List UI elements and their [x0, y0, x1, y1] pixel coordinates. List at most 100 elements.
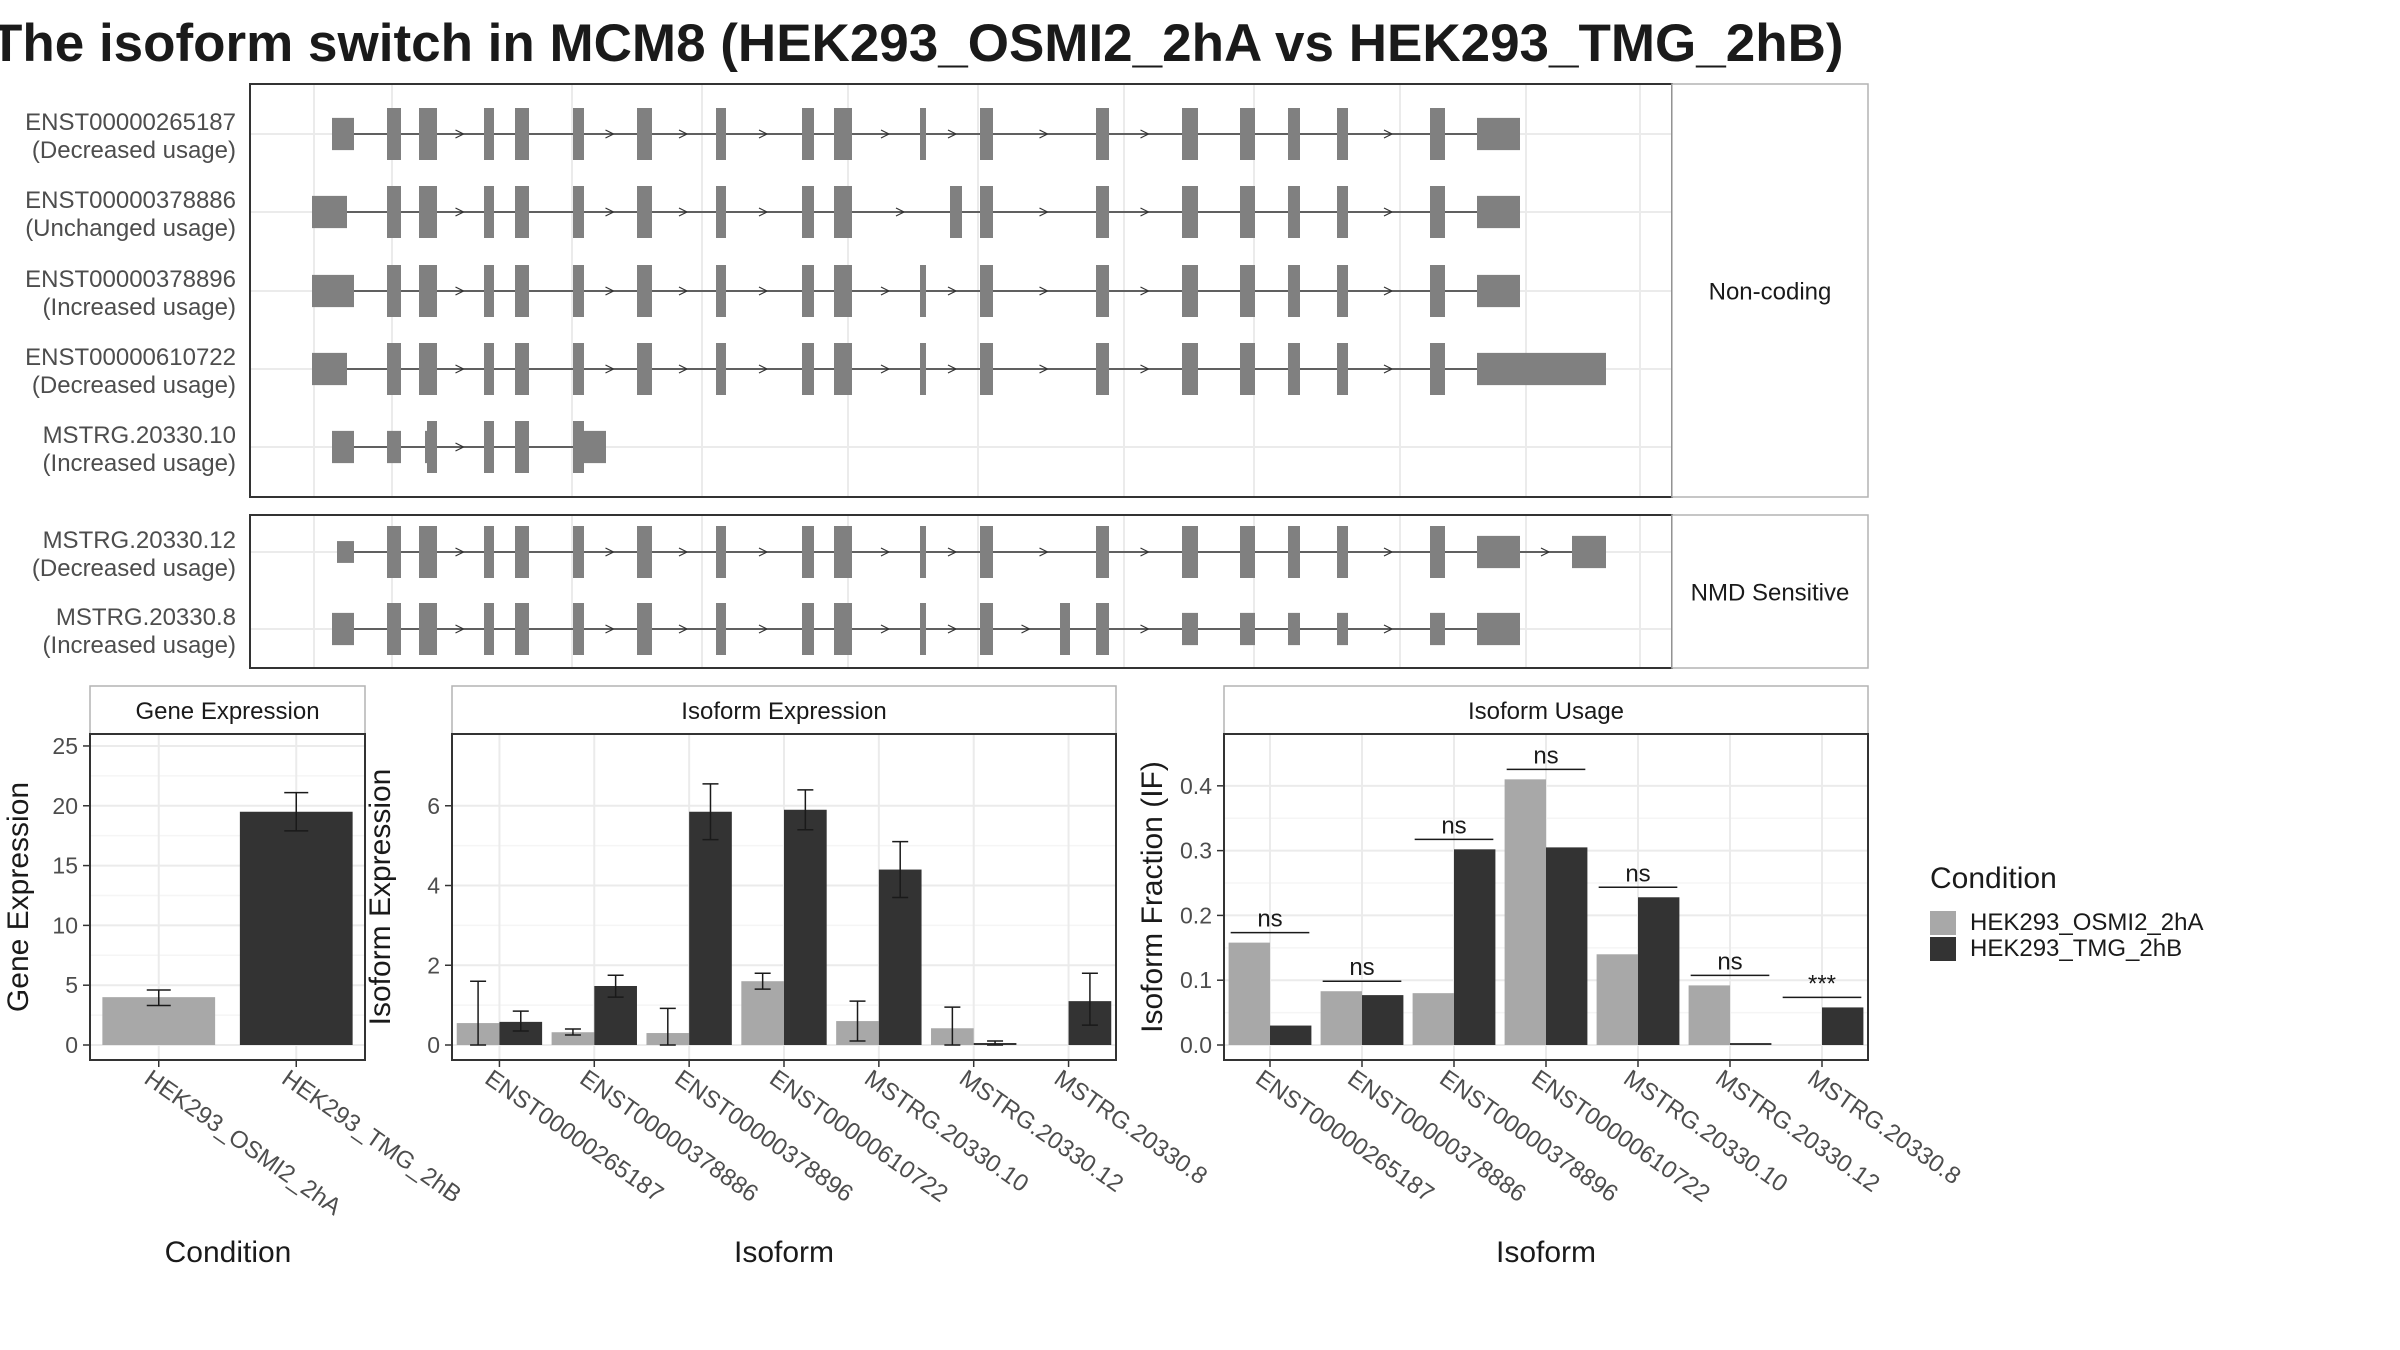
- panel-title: Isoform Expression: [681, 698, 886, 725]
- exon-block: [1240, 186, 1255, 238]
- exon-block: [1337, 612, 1348, 646]
- intron-arrow: [455, 129, 465, 139]
- exon-block: [716, 526, 726, 578]
- exon-block: [387, 526, 401, 578]
- intron-arrow: [455, 442, 465, 452]
- exon-block: [1337, 186, 1348, 238]
- exon-block: [515, 108, 529, 160]
- exon-block: [802, 343, 814, 395]
- intron-arrow: [1140, 207, 1150, 217]
- intron-arrow: [455, 207, 465, 217]
- panel-strip: [451, 685, 1117, 735]
- exon-block: [834, 265, 852, 317]
- exon-block: [1430, 343, 1445, 395]
- exon-block: [515, 421, 529, 473]
- facet-label-non-coding: Non-coding: [1709, 279, 1832, 306]
- exon-block: [1477, 195, 1520, 229]
- intron-arrow: [605, 364, 615, 374]
- bar-osmi2-enst00000378896: [1412, 993, 1454, 1045]
- facet-label-nmdsensitive: NMD Sensitive: [1691, 580, 1850, 607]
- bar-osmi2-enst00000265187: [1228, 942, 1270, 1045]
- exon-block: [920, 265, 926, 317]
- exon-block: [1096, 343, 1109, 395]
- exon-block: [1240, 343, 1255, 395]
- exon-block: [950, 186, 962, 238]
- x-tick-label: ENST00000378886: [575, 1065, 763, 1208]
- intron-arrow: [880, 624, 891, 634]
- legend: Condition HEK293_OSMI2_2hA HEK293_TMG_2h…: [1930, 862, 2203, 962]
- x-tick-label: ENST00000610722: [765, 1065, 953, 1208]
- isoform-id-label: MSTRG.20330.8: [56, 604, 236, 631]
- exon-block: [419, 603, 437, 655]
- bar-osmi2-enst00000378886: [1320, 991, 1362, 1045]
- intron-arrow: [1039, 547, 1049, 557]
- exon-block: [637, 343, 652, 395]
- exon-block: [980, 343, 993, 395]
- intron-arrow: [678, 129, 689, 139]
- y-tick-label: 0: [427, 1032, 440, 1058]
- intron-arrow: [758, 547, 769, 557]
- x-tick-label: MSTRG.20330.8: [1049, 1065, 1212, 1190]
- structure-panel-frame: [249, 514, 1673, 669]
- y-tick-label: 0.4: [1180, 773, 1212, 799]
- exon-block: [1182, 612, 1198, 646]
- exon-block: [1240, 108, 1255, 160]
- x-tick-label: MSTRG.20330.12: [954, 1065, 1128, 1198]
- intron-arrow: [947, 129, 958, 139]
- bar-tmg-enst00000265187: [499, 1021, 543, 1045]
- exon-block: [332, 117, 354, 151]
- exon-block: [980, 603, 993, 655]
- exon-block: [484, 526, 494, 578]
- intron-arrow: [1140, 624, 1150, 634]
- bar-tmg-enst00000610722: [784, 809, 827, 1045]
- exon-block: [419, 526, 437, 578]
- exon-block: [387, 186, 401, 238]
- exon-block: [515, 186, 529, 238]
- x-axis-title: Isoform: [1496, 1236, 1596, 1269]
- exon-block: [1240, 265, 1255, 317]
- exon-block: [1182, 343, 1198, 395]
- exon-block: [387, 603, 401, 655]
- intron-arrow: [605, 207, 615, 217]
- intron-arrow: [1140, 129, 1150, 139]
- isoform-usage-label: (Increased usage): [43, 294, 236, 321]
- exon-block: [920, 603, 926, 655]
- intron-arrow: [1140, 547, 1150, 557]
- significance-label: ns: [1717, 948, 1742, 975]
- intron-arrow: [758, 364, 769, 374]
- panel-title: Gene Expression: [135, 698, 319, 725]
- intron-arrow: [1383, 207, 1394, 217]
- y-axis-title: Gene Expression: [2, 782, 35, 1012]
- exon-block: [637, 186, 652, 238]
- y-tick-label: 6: [427, 793, 440, 819]
- intron-arrow: [678, 286, 689, 296]
- plot-title: The isoform switch in MCM8 (HEK293_OSMI2…: [0, 14, 1844, 73]
- isoform-id-label: MSTRG.20330.12: [43, 527, 236, 554]
- isoform-usage-label: (Decreased usage): [32, 555, 236, 582]
- legend-item-tmg: HEK293_TMG_2hB: [1930, 935, 2203, 962]
- isoform-id-label: ENST00000265187: [25, 109, 236, 136]
- exon-block: [1477, 612, 1520, 646]
- exon-block: [484, 108, 494, 160]
- isoform-id-label: MSTRG.20330.10: [43, 422, 236, 449]
- bar-tmg-enst00000378896: [1454, 849, 1496, 1045]
- exon-block: [1182, 186, 1198, 238]
- bar-tmg-enst00000265187: [1270, 1025, 1312, 1045]
- y-tick-label: 0: [65, 1032, 78, 1058]
- y-tick-label: 15: [52, 853, 78, 879]
- y-tick-label: 10: [52, 912, 78, 938]
- intron-arrow: [1383, 364, 1394, 374]
- isoform-usage-label: (Increased usage): [43, 450, 236, 477]
- x-tick-label: ENST00000265187: [480, 1065, 668, 1208]
- bar-tmg-mstrg.20330.8: [1822, 1007, 1864, 1045]
- exon-block: [716, 265, 726, 317]
- exon-block: [802, 265, 814, 317]
- exon-block: [1430, 265, 1445, 317]
- exon-block: [980, 526, 993, 578]
- bar-tmg-mstrg.20330.10: [1638, 897, 1680, 1045]
- legend-label-osmi2: HEK293_OSMI2_2hA: [1970, 909, 2204, 936]
- panel-strip: [1223, 685, 1869, 735]
- bar-osmi2-mstrg.20330.12: [1688, 985, 1730, 1045]
- exon-block: [387, 265, 401, 317]
- exon-block: [1096, 265, 1109, 317]
